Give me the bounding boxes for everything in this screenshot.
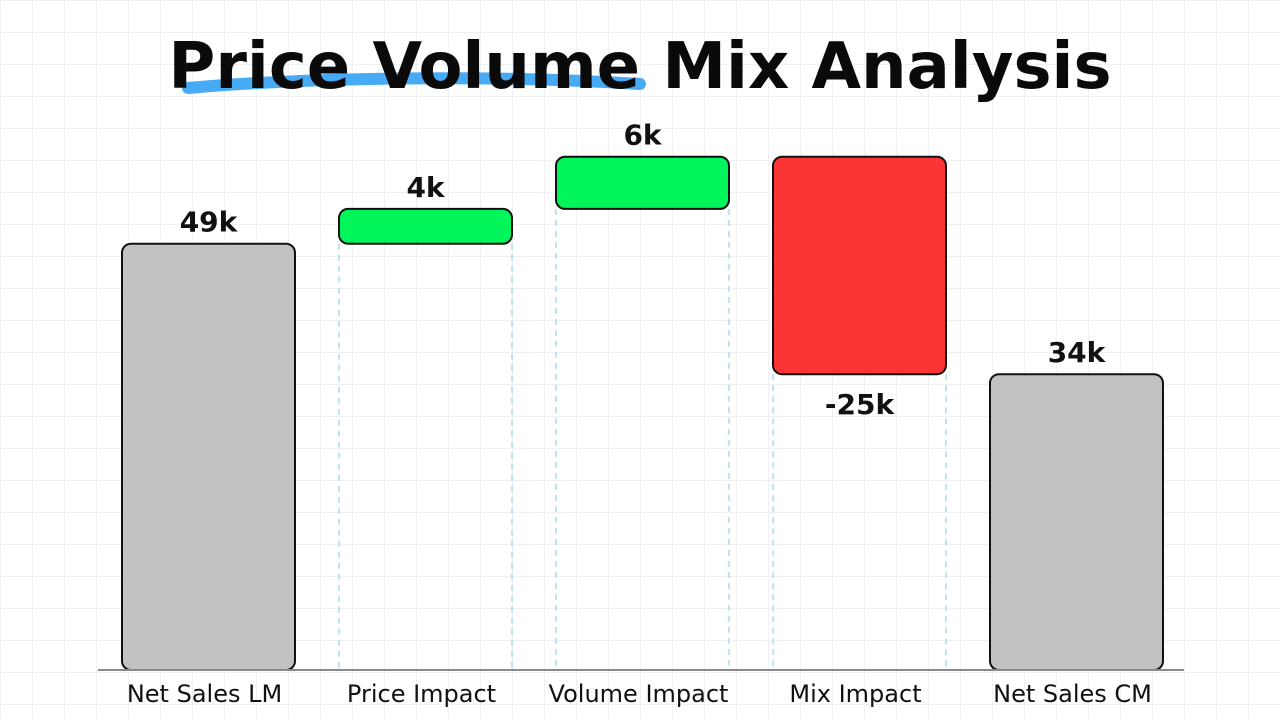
data-label: 4k [406, 171, 445, 204]
category-label: Net Sales CM [993, 680, 1152, 708]
bar [121, 242, 296, 671]
category-label: Net Sales LM [127, 680, 282, 708]
chart-title: Price Volume Mix Analysis [168, 30, 1111, 104]
data-label: 49k [180, 206, 239, 239]
title-underline [182, 72, 646, 94]
bar [338, 207, 513, 245]
connector-lines [338, 208, 947, 670]
bar [989, 373, 1164, 671]
bars [121, 155, 1164, 671]
category-labels: Net Sales LM Price Impact Volume Impact Mix… [127, 680, 1152, 708]
data-label: -25k [825, 388, 896, 421]
bar [772, 155, 947, 376]
data-label: 6k [623, 119, 662, 152]
value-labels: 49k 4k 6k -25k 34k [180, 119, 1107, 422]
data-label: 34k [1048, 336, 1107, 369]
bar [555, 155, 730, 210]
category-label: Mix Impact [789, 680, 921, 708]
category-label: Volume Impact [549, 680, 729, 708]
category-label: Price Impact [347, 680, 496, 708]
